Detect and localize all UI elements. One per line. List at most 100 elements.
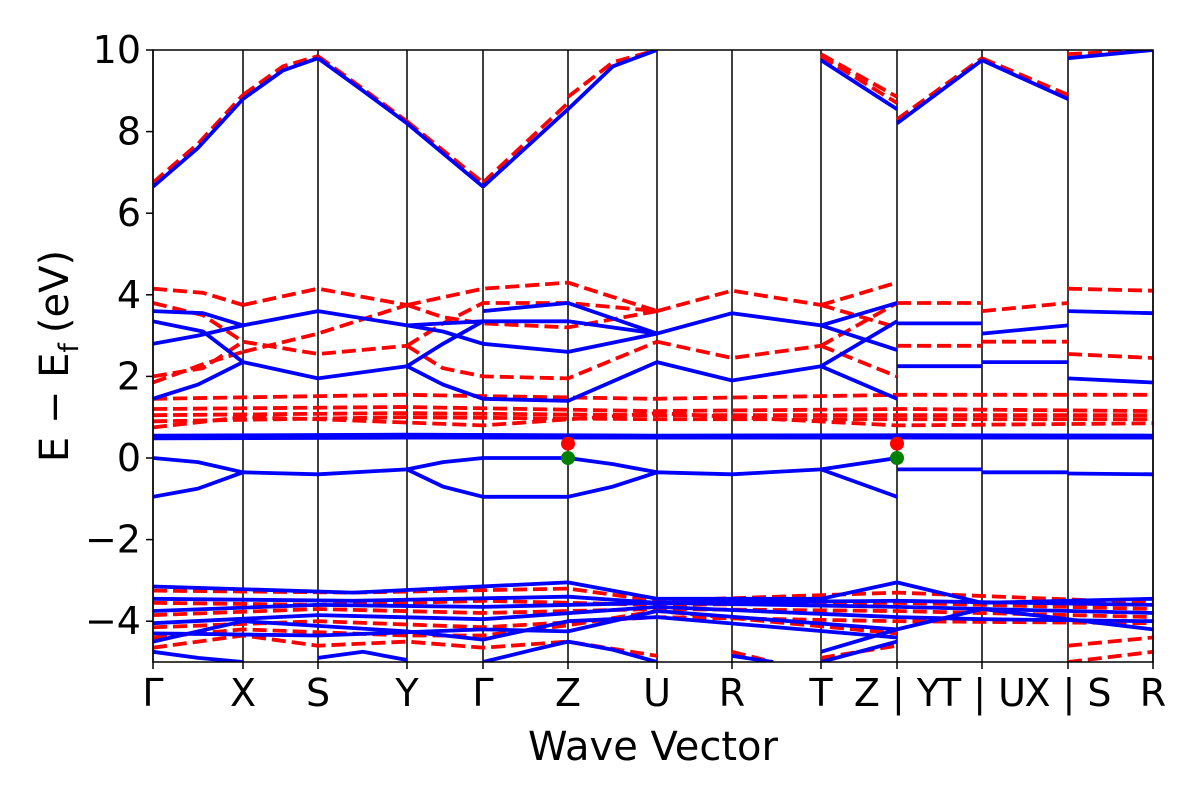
blue-solid-band <box>153 605 1153 626</box>
blue-solid-band <box>483 319 658 336</box>
y-axis-label: E − Ef (eV) <box>32 250 85 462</box>
blue-solid-band <box>820 319 898 368</box>
green-extremum-marker <box>890 451 904 465</box>
y-axis-label-unit: (eV) <box>32 250 78 333</box>
red-dashed-band <box>820 643 898 660</box>
red-dashed-band <box>820 54 898 105</box>
red-dashed-band <box>153 392 1153 401</box>
x-tick-label: R <box>719 671 745 715</box>
blue-solid-band <box>242 360 408 381</box>
blue-solid-band <box>566 50 658 111</box>
red-dashed-band <box>731 649 774 662</box>
x-tick-label: U <box>643 671 671 715</box>
red-dashed-band <box>820 52 898 99</box>
y-tick-label: 2 <box>117 354 141 398</box>
blue-solid-band <box>153 580 1153 605</box>
red-dashed-band <box>1067 649 1153 662</box>
red-dashed-band <box>153 286 244 307</box>
blue-solid-band <box>153 615 898 644</box>
blue-solid-band <box>153 607 1153 638</box>
red-extremum-marker <box>561 436 575 451</box>
red-dashed-band <box>1067 352 1153 360</box>
blue-solid-band <box>1067 376 1153 385</box>
red-dashed-band <box>481 101 570 184</box>
blue-solid-band <box>153 600 1153 615</box>
blue-solid-band <box>656 467 822 477</box>
y-axis-label-main: E − E <box>32 353 78 463</box>
red-dashed-band <box>820 344 898 379</box>
blue-solid-band <box>731 654 774 662</box>
red-dashed-band <box>820 280 898 307</box>
blue-solid-band <box>406 319 484 328</box>
red-dashed-band <box>406 303 658 330</box>
blue-solid-band <box>819 58 899 111</box>
x-tick-label: X | S <box>1024 671 1111 716</box>
blue-solid-band <box>242 309 408 328</box>
x-tick-label: Γ <box>472 671 493 715</box>
red-dashed-band <box>405 119 485 185</box>
red-dashed-band <box>981 301 1069 313</box>
blue-solid-band <box>981 58 1069 101</box>
blue-solid-band <box>820 639 898 662</box>
blue-solid-band <box>242 467 408 477</box>
blue-solid-band <box>820 467 898 499</box>
red-dashed-band <box>153 93 245 185</box>
blue-solid-band <box>153 319 245 364</box>
blue-solid-band <box>153 323 244 346</box>
red-dashed-band <box>153 607 1153 619</box>
y-tick-label: 10 <box>93 28 141 72</box>
blue-solid-band <box>153 432 1153 438</box>
blue-solid-band <box>405 121 485 189</box>
blue-solid-band <box>895 58 984 125</box>
blue-solid-band <box>317 649 408 662</box>
blue-solid-band <box>405 319 484 368</box>
y-tick-label: 8 <box>117 110 141 154</box>
x-tick-label: X <box>230 671 256 715</box>
red-dashed-band <box>1067 286 1153 293</box>
blue-solid-band <box>241 56 319 101</box>
blue-solid-band <box>820 627 898 654</box>
blue-solid-band <box>1067 309 1153 316</box>
red-dashed-band <box>153 615 1153 630</box>
red-dashed-band <box>153 411 1153 430</box>
blue-solid-band <box>316 56 409 125</box>
red-dashed-band <box>241 54 319 97</box>
y-tick-label: −4 <box>85 599 141 643</box>
green-extremum-marker <box>561 451 575 465</box>
plot-frame <box>152 49 1154 663</box>
x-tick-label: R <box>1140 671 1166 715</box>
blue-solid-band <box>820 301 898 328</box>
blue-solid-band <box>153 470 244 499</box>
y-tick-label: 6 <box>117 191 141 235</box>
blue-solid-band <box>406 364 484 401</box>
blue-solid-band <box>406 467 484 499</box>
red-dashed-band <box>242 303 408 354</box>
red-dashed-band <box>981 56 1069 97</box>
blue-solid-band <box>820 364 898 401</box>
red-extremum-marker <box>890 436 904 451</box>
red-dashed-band <box>656 288 822 313</box>
red-dashed-band <box>566 50 658 99</box>
x-tick-label: T <box>808 671 833 715</box>
red-dashed-band <box>153 598 1153 611</box>
blue-solid-band <box>482 301 658 336</box>
red-dashed-band <box>242 286 408 307</box>
x-tick-label: T | U <box>937 671 1026 716</box>
blue-solid-band <box>406 456 484 472</box>
blue-solid-band <box>1067 50 1153 61</box>
x-tick-label: Z | Y <box>854 671 941 716</box>
blue-solid-band <box>153 456 244 475</box>
x-axis-label: Wave Vector <box>528 724 779 770</box>
red-dashed-band <box>820 301 898 348</box>
x-tick-label: Γ <box>142 671 163 715</box>
blue-solid-band <box>482 639 658 662</box>
red-dashed-band <box>406 280 658 313</box>
blue-solid-band <box>656 311 822 336</box>
red-dashed-band <box>153 405 1153 413</box>
x-tick-label: Y <box>394 671 419 715</box>
y-tick-label: 0 <box>117 436 141 480</box>
y-axis-label-sub: f <box>54 342 85 353</box>
blue-solid-band <box>482 331 658 354</box>
